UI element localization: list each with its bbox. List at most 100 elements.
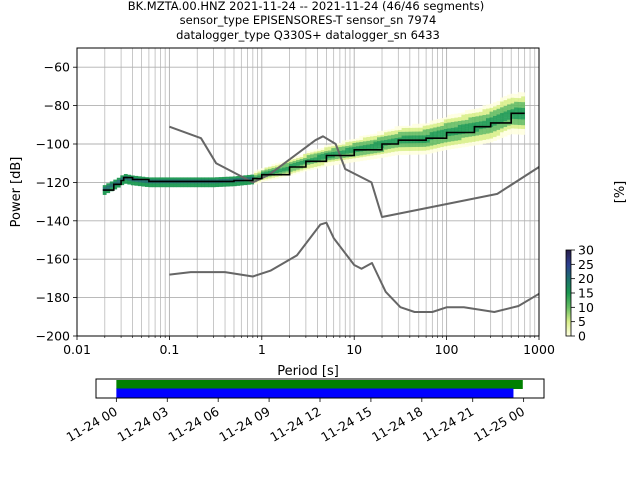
pdf-cell [493,111,497,115]
pdf-cell [187,181,191,184]
pdf-cell [496,110,501,113]
pdf-cell [454,138,459,141]
pdf-cell [468,134,473,137]
y-tick-label: −200 [36,329,70,344]
pdf-cell [275,172,279,175]
pdf-cell [282,169,286,172]
pdf-cell [478,132,483,135]
pdf-cell [359,147,364,150]
pdf-cell [493,134,497,138]
pdf-cell [384,151,388,154]
pdf-cell [345,147,350,150]
pdf-cell [507,129,511,132]
pdf-cell [503,109,508,112]
pdf-cell [334,153,339,156]
pdf-cell [348,139,353,142]
pdf-cell [123,173,128,177]
pdf-cell [489,117,494,120]
pdf-cell [507,123,511,126]
pdf-cell [144,184,149,187]
pdf-cell [447,143,452,146]
pdf-cell [211,183,216,186]
pdf-cell [507,127,511,130]
pdf-cell [471,135,476,139]
pdf-cell [355,146,360,149]
pdf-cell [514,109,518,112]
pdf-cell [500,114,504,117]
pdf-cell [303,161,307,164]
pdf-cell [412,144,416,148]
pdf-cell [433,148,438,151]
pdf-cell [348,156,353,159]
pdf-cell [176,183,181,186]
pdf-cell [412,150,416,153]
pdf-cell [405,150,409,153]
pdf-cell [436,149,441,152]
pdf-cell [369,151,374,154]
pdf-cell [412,142,416,146]
pdf-cell [187,183,191,186]
pdf-cell [517,122,522,126]
pdf-cell [486,137,490,140]
pdf-cell [398,133,402,136]
pdf-cell [461,135,466,138]
pdf-cell [320,159,325,162]
pdf-cell [377,150,381,153]
pdf-cell [429,131,434,135]
pdf-cell [127,174,132,177]
pdf-cell [331,161,336,164]
pdf-cell [514,122,518,125]
pdf-cell [355,153,360,156]
pdf-cell [377,140,381,144]
pdf-cell [415,144,420,147]
pdf-cell [180,177,184,180]
pdf-cell [422,131,427,134]
pdf-cell [391,140,395,143]
y-axis-ticks: −200 −180 −160 −140 −120 −100 −80 −60 [36,60,77,344]
pdf-cell [296,161,300,164]
colorbar-tick-label: 30 [578,243,594,258]
pdf-cell [229,182,234,185]
pdf-cell [464,113,469,117]
pdf-cell [454,115,459,118]
pdf-cell [443,132,448,135]
pdf-cell [260,172,265,175]
pdf-cell [457,145,462,148]
pdf-cell [130,175,135,178]
pdf-cell [486,108,490,111]
pdf-cell [384,130,388,133]
pdf-cell [443,134,448,137]
pdf-cell [493,117,497,120]
pdf-cell [352,156,357,159]
pdf-cell [201,183,206,186]
x-axis-ticks: 0.01 0.1 1 10 100 1000 [63,336,555,357]
pdf-cell [436,122,441,125]
pdf-cell [355,159,360,162]
pdf-cell [500,112,504,115]
pdf-cell [517,96,522,99]
pdf-cell [489,105,494,108]
pdf-cell [362,154,367,157]
pdf-cell [440,127,445,130]
pdf-cell [239,177,244,180]
pdf-cell [510,101,515,104]
pdf-cell [137,176,142,179]
pdf-cell [208,185,213,188]
pdf-cell [408,137,413,140]
pdf-cell [120,181,125,184]
pdf-cell [299,156,304,159]
pdf-cell [412,152,416,155]
pdf-cell [412,127,416,130]
pdf-cell [454,142,459,145]
pdf-cell [489,136,494,139]
pdf-cell [415,131,420,134]
pdf-cell [151,177,156,180]
pdf-cell [521,113,525,116]
pdf-cell [250,174,255,177]
pdf-cell [415,150,420,153]
pdf-cell [514,118,518,121]
pdf-cell [419,140,424,144]
pdf-cell [352,144,357,147]
pdf-cell [306,164,311,167]
pdf-cell [380,151,385,155]
